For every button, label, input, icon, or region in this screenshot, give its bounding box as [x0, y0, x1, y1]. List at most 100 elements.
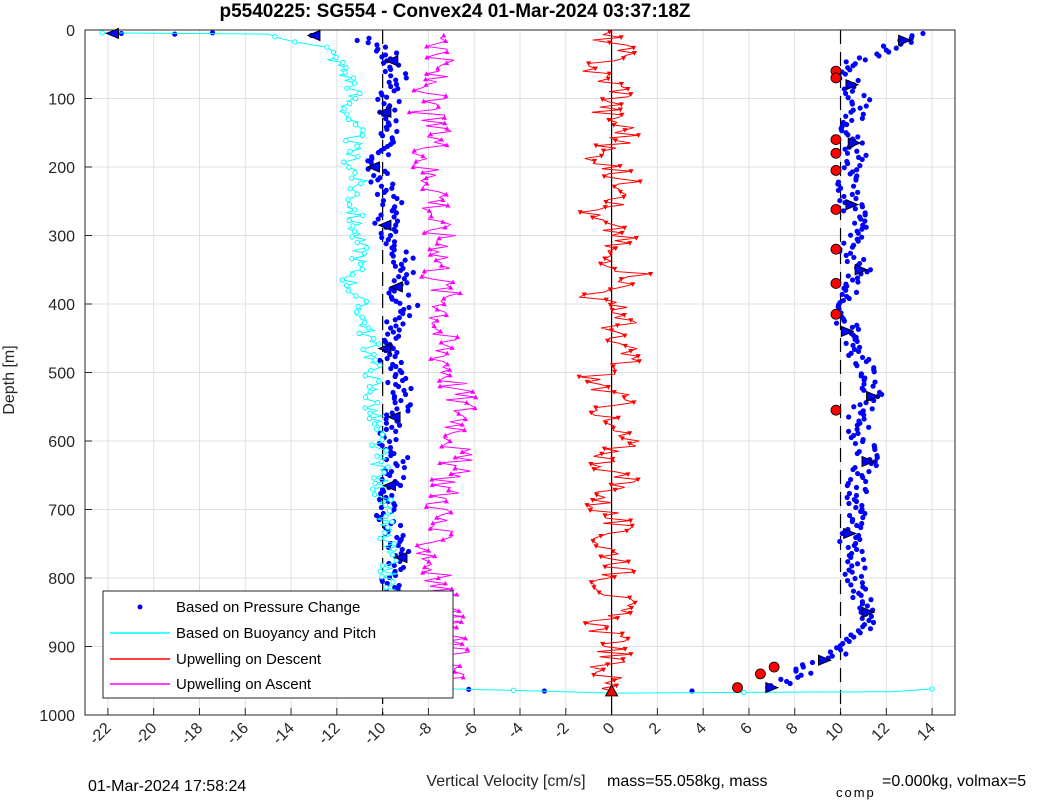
- pressure-point: [405, 292, 412, 298]
- pressure-point: [390, 253, 396, 259]
- y-tick-label: 100: [48, 92, 75, 109]
- descent-point: [625, 472, 631, 477]
- pressure-point: [394, 128, 400, 135]
- ascent-point: [460, 613, 466, 619]
- pressure-point: [842, 146, 848, 152]
- pressure-point: [853, 195, 859, 202]
- buoyancy-point: [346, 100, 353, 107]
- descent-point: [622, 343, 628, 349]
- descent-point: [619, 436, 625, 442]
- highlight-markers: [105, 27, 912, 697]
- pressure-point: [843, 340, 849, 346]
- pressure-point: [854, 322, 860, 328]
- buoyancy-point: [362, 405, 368, 411]
- descent-point: [602, 256, 608, 262]
- pressure-point: [381, 189, 388, 195]
- ascent-point: [462, 416, 469, 422]
- pressure-point: [859, 354, 866, 361]
- pressure-point: [857, 402, 863, 408]
- pressure-point: [837, 197, 843, 204]
- pressure-point: [395, 383, 402, 390]
- pressure-point: [840, 297, 847, 304]
- pressure-point: [835, 179, 842, 185]
- pressure-point: [839, 291, 845, 298]
- descent-point: [609, 328, 615, 334]
- ascent-point: [423, 82, 429, 87]
- descent-point: [632, 600, 638, 606]
- ascent-point: [429, 476, 435, 482]
- x-tick-label: -6: [459, 720, 481, 742]
- buoyancy-point: [333, 54, 339, 61]
- pressure-point: [868, 597, 874, 603]
- pressure-point: [860, 222, 866, 228]
- pressure-point: [389, 296, 395, 302]
- ascent-point: [434, 306, 440, 312]
- buoyancy-point: [359, 266, 366, 273]
- pressure-point: [849, 169, 856, 175]
- pressure-point: [393, 77, 399, 83]
- pressure-point: [847, 250, 854, 256]
- pressure-point: [390, 389, 396, 396]
- descent-point: [607, 287, 613, 293]
- pressure-point: [393, 436, 399, 443]
- pressure-point: [793, 666, 799, 672]
- pressure-point: [393, 228, 399, 234]
- descent-point: [607, 251, 614, 257]
- pressure-point: [854, 522, 860, 529]
- pressure-point: [866, 356, 872, 363]
- descent-point: [593, 544, 599, 549]
- buoyancy-point: [370, 486, 376, 492]
- descent-point: [600, 148, 607, 154]
- pressure-point: [861, 621, 868, 628]
- buoyancy-point: [510, 687, 517, 694]
- pressure-point: [855, 348, 862, 354]
- buoyancy-point: [345, 287, 351, 294]
- ascent-point: [454, 624, 460, 630]
- ascent-point: [459, 449, 465, 455]
- descent-point: [591, 672, 597, 678]
- pressure-point: [400, 310, 406, 317]
- ascent-point: [442, 432, 448, 438]
- pressure-point: [808, 670, 814, 676]
- pressure-point: [393, 222, 399, 228]
- ascent-point: [440, 537, 446, 542]
- pressure-point: [388, 83, 394, 90]
- pressure-point: [391, 288, 397, 294]
- pressure-point: [909, 33, 915, 39]
- pressure-point: [856, 344, 863, 350]
- ascent-point: [426, 208, 432, 213]
- pressure-point: [383, 426, 390, 432]
- ascent-point: [424, 43, 430, 49]
- pressure-point: [403, 75, 409, 81]
- pressure-point: [855, 134, 861, 140]
- buoyancy-point: [363, 298, 370, 305]
- pressure-point: [392, 353, 398, 360]
- descent-point: [605, 384, 611, 390]
- descent-point: [599, 451, 605, 457]
- pressure-point: [844, 578, 851, 584]
- buoyancy-point: [99, 30, 105, 36]
- ascent-point: [460, 674, 466, 680]
- pressure-point: [843, 130, 849, 136]
- ascent-point: [406, 109, 412, 115]
- x-tick-label: 12: [869, 720, 894, 745]
- pressure-point: [396, 422, 403, 428]
- buoyancy-point: [365, 325, 372, 331]
- pressure-point: [399, 369, 405, 376]
- pressure-point: [854, 275, 861, 281]
- pressure-point: [373, 48, 380, 54]
- buoyancy-point: [375, 341, 382, 347]
- pressure-point: [382, 68, 388, 75]
- pressure-point: [841, 208, 847, 214]
- red-highlight-marker: [768, 661, 780, 673]
- pressure-point: [399, 200, 405, 206]
- ascent-point: [429, 482, 435, 487]
- descent-point: [607, 29, 613, 35]
- descent-point: [582, 621, 588, 626]
- pressure-point: [393, 50, 400, 56]
- descent-point: [596, 590, 602, 596]
- pressure-point: [399, 377, 406, 384]
- buoyancy-point: [356, 330, 362, 337]
- pressure-point: [852, 206, 858, 212]
- y-tick-label: 1000: [39, 708, 75, 725]
